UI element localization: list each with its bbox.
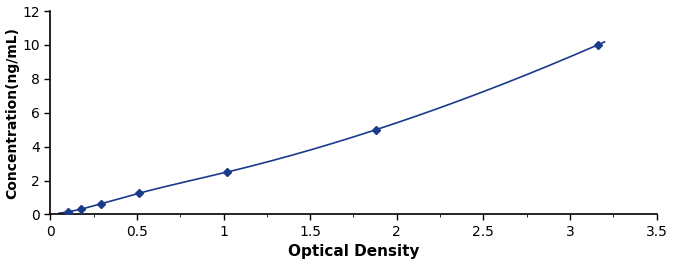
- Y-axis label: Concentration(ng/mL): Concentration(ng/mL): [5, 27, 20, 199]
- X-axis label: Optical Density: Optical Density: [287, 244, 419, 259]
